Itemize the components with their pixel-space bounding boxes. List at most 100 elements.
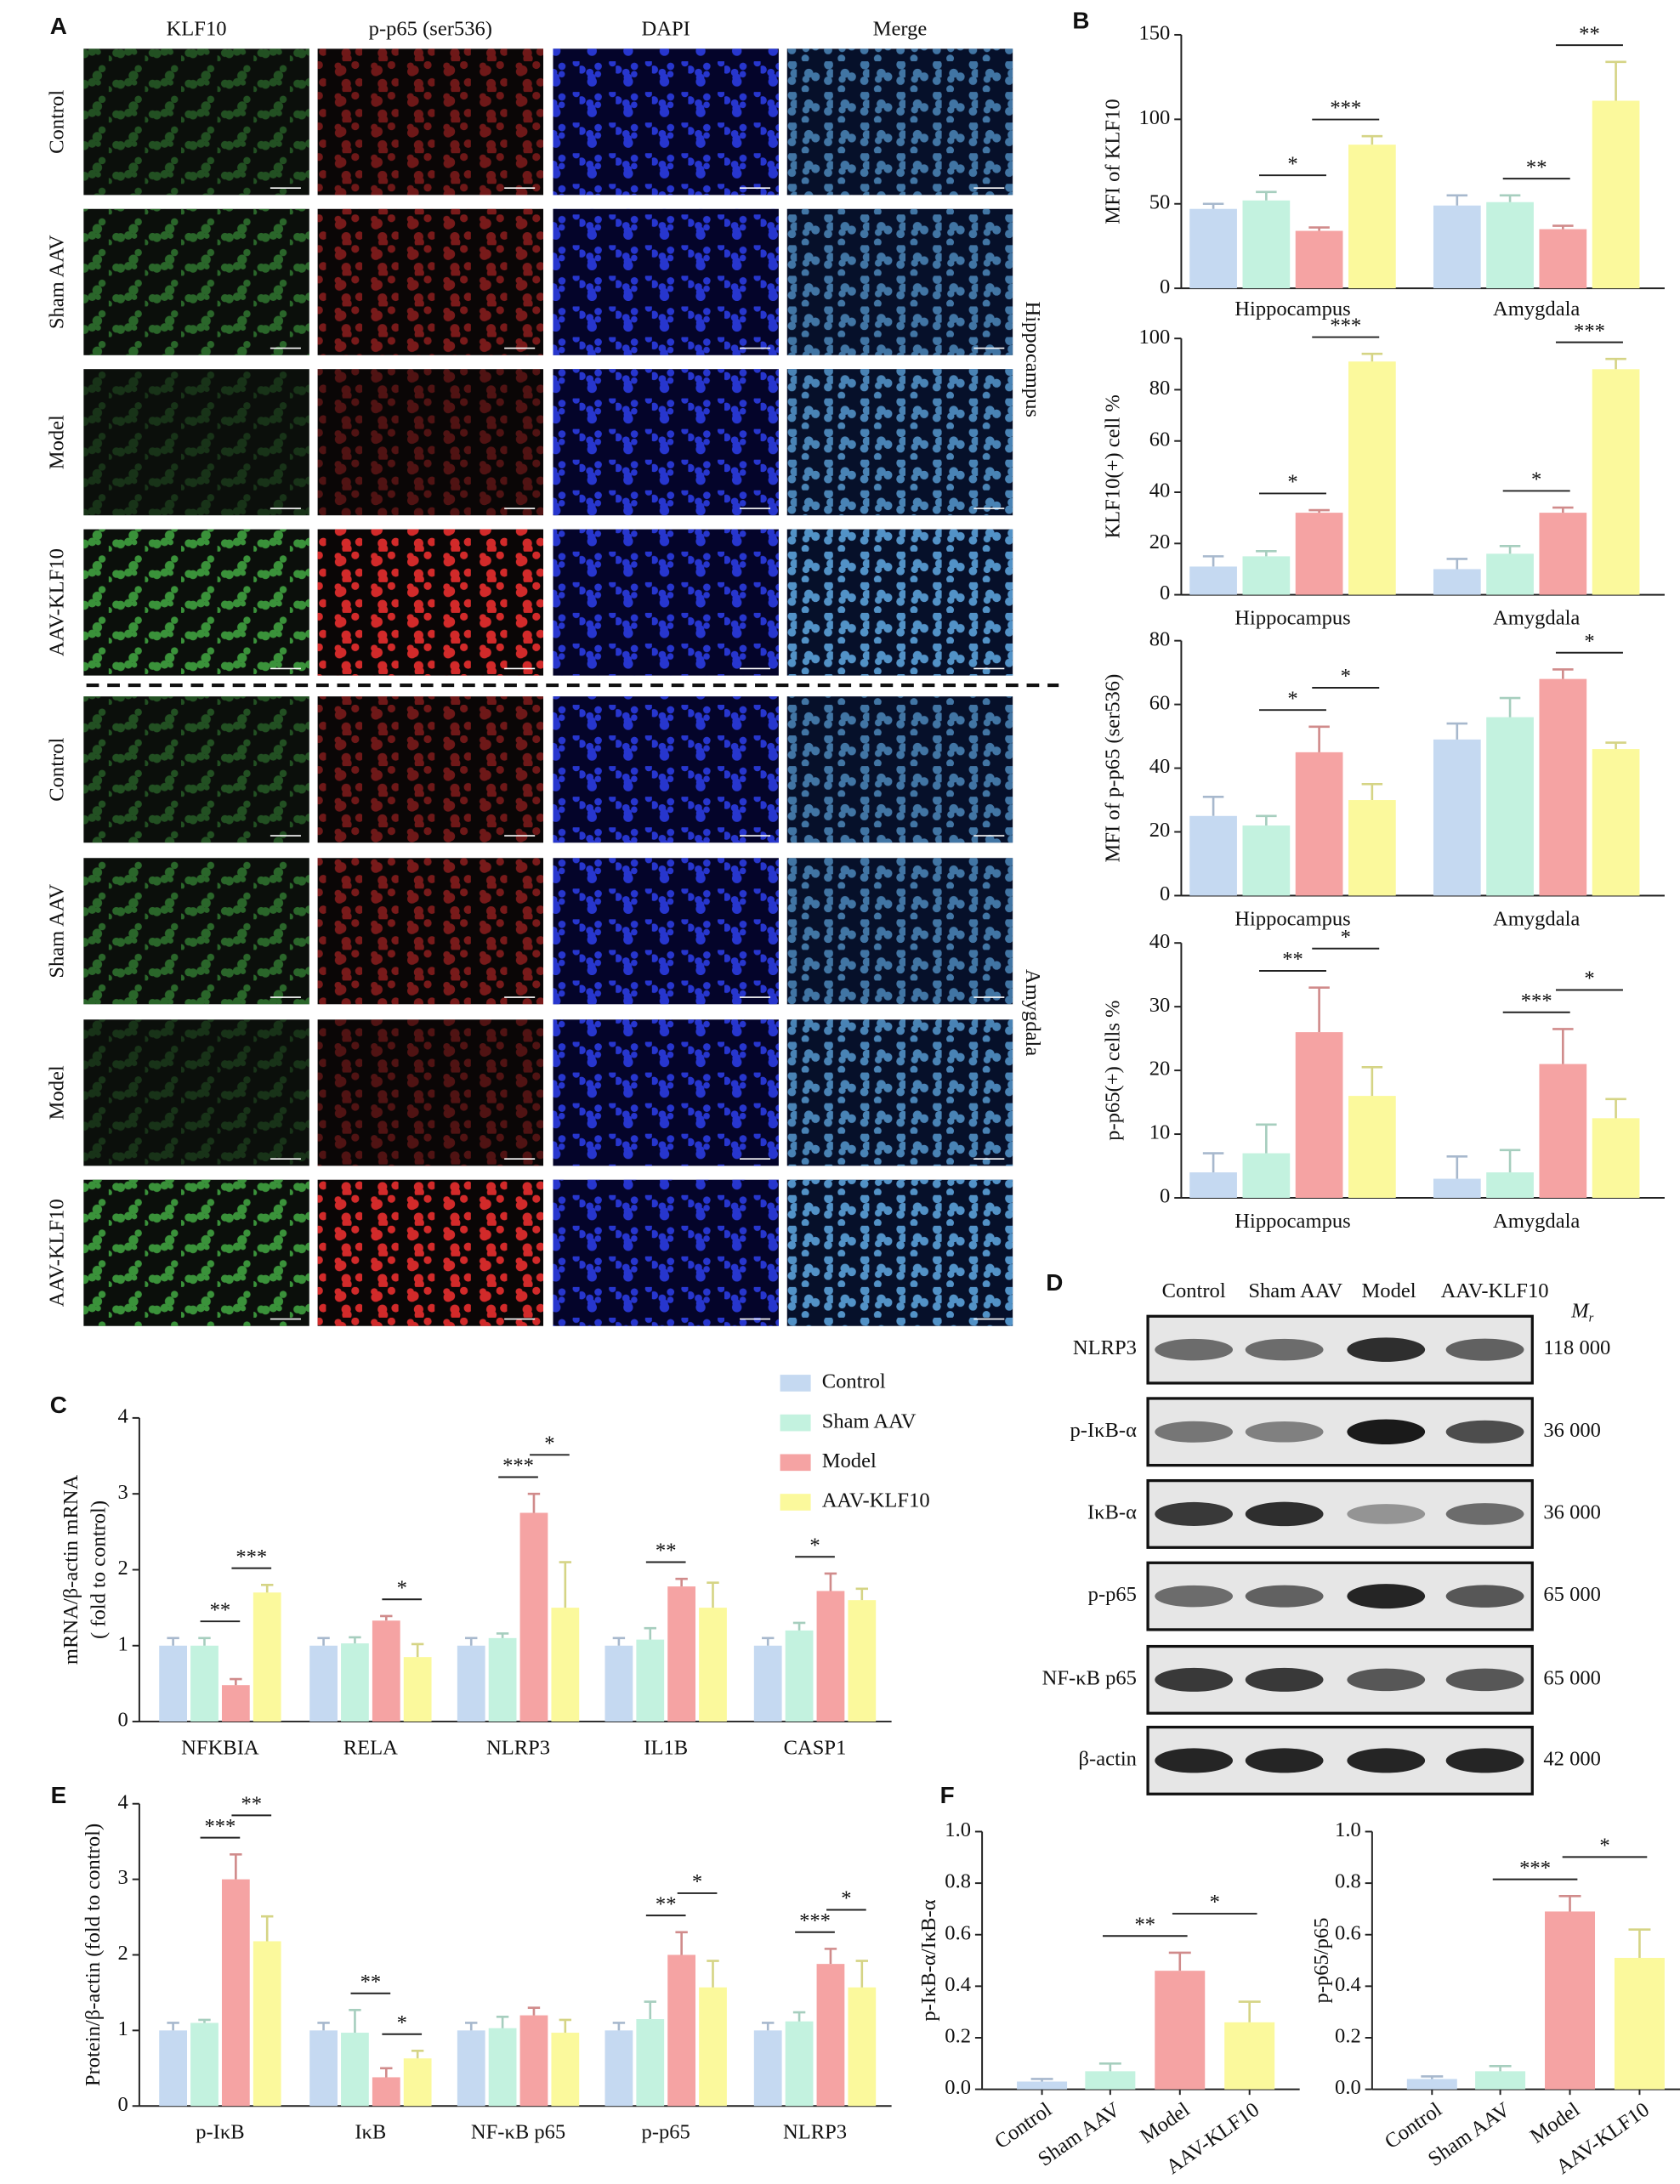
bar [1539, 513, 1587, 595]
row-label: Model [46, 415, 69, 469]
micrograph-cells [553, 529, 779, 676]
y-tick-label: 0.8 [1335, 1870, 1361, 1893]
lane-label: Control [1162, 1279, 1226, 1302]
bar [488, 1637, 517, 1722]
bar [457, 1645, 485, 1722]
error-bar [762, 1637, 775, 1646]
x-tick-label: Model [1136, 2098, 1194, 2148]
y-tick-label: 0 [1160, 882, 1170, 905]
blot-band [1245, 1501, 1324, 1527]
bar [848, 1600, 877, 1722]
error-bar [317, 1637, 330, 1646]
blot-band [1347, 1419, 1426, 1445]
micrograph-cells [786, 529, 1013, 676]
bar [1295, 230, 1343, 289]
y-tick-label: 2 [117, 1557, 128, 1580]
bar [1486, 201, 1534, 289]
bar [1348, 145, 1396, 289]
bar [1348, 1096, 1396, 1199]
error-bar [380, 2067, 393, 2078]
error-bar [1605, 60, 1626, 101]
significance-label: ** [210, 1598, 231, 1621]
mr-value: 65 000 [1543, 1583, 1601, 1606]
bar [1017, 2081, 1068, 2090]
significance-label: *** [1521, 990, 1552, 1013]
significance-label: *** [1519, 1857, 1551, 1880]
micrograph-cells [83, 208, 309, 355]
error-bar [1552, 1028, 1574, 1064]
blot-band [1445, 1585, 1524, 1608]
micrograph-cells [553, 1019, 779, 1166]
x-tick-label: Hippocampus [1234, 1210, 1350, 1233]
y-tick-label: 80 [1149, 377, 1171, 400]
bar [341, 2033, 369, 2107]
bar [1486, 553, 1534, 595]
significance-label: * [1287, 471, 1297, 494]
legend-swatch [780, 1454, 811, 1472]
bar [667, 1954, 696, 2107]
bar [816, 1964, 845, 2107]
x-tick-label: p-p65 [642, 2121, 690, 2144]
blot-band [1245, 1667, 1324, 1692]
micrograph-cells [317, 369, 544, 516]
y-axis-label: p-p65(+) cells % [1101, 1000, 1124, 1140]
y-axis-label: KLF10(+) cell % [1101, 394, 1124, 538]
micrograph-cells [317, 208, 544, 355]
y-tick-label: 0 [117, 2093, 128, 2116]
blot-band [1347, 1584, 1426, 1609]
significance-label: * [809, 1534, 820, 1557]
bar [1592, 100, 1640, 289]
column-header: p-p65 (ser536) [369, 18, 492, 41]
bar [253, 1592, 281, 1722]
x-tick-label: RELA [343, 1736, 398, 1759]
bar [403, 2058, 432, 2107]
micrograph-cells [83, 48, 309, 196]
y-tick-label: 50 [1149, 190, 1171, 213]
bar [221, 1879, 250, 2107]
y-tick-label: 0 [1160, 581, 1170, 604]
micrograph-cells [786, 1179, 1013, 1326]
y-tick-label: 0.6 [1335, 1921, 1361, 1944]
error-bar [167, 2022, 179, 2031]
row-label: AAV-KLF10 [46, 548, 69, 656]
y-axis-label: ( fold to control) [88, 1500, 111, 1639]
error-bar [1308, 986, 1330, 1033]
bar [1295, 1032, 1343, 1199]
panel-letter: E [51, 1782, 67, 1808]
error-bar [1256, 550, 1277, 557]
error-bar [559, 2018, 572, 2034]
x-tick-label: Amygdala [1493, 607, 1580, 630]
error-bar [198, 2018, 211, 2023]
bar [1486, 1172, 1534, 1199]
y-axis-label: p-p65/p65 [1310, 1918, 1333, 2004]
x-tick-label: Hippocampus [1234, 607, 1350, 630]
y-tick-label: 20 [1149, 819, 1171, 842]
significance-label: ** [656, 1540, 677, 1563]
error-bar [1202, 1152, 1224, 1173]
bar [1433, 739, 1481, 896]
error-bar [1361, 1066, 1383, 1097]
error-bar [1552, 506, 1574, 513]
region-label: Amygdala [1021, 969, 1044, 1056]
error-bar [1202, 202, 1224, 209]
blot-band [1155, 1501, 1234, 1526]
error-bar [1558, 1894, 1581, 1912]
bar [1433, 1178, 1481, 1199]
blot-band [1347, 1748, 1426, 1773]
significance-label: * [1584, 967, 1594, 990]
significance-label: *** [1574, 320, 1605, 343]
bar [1592, 369, 1640, 595]
error-bar [1499, 545, 1521, 554]
error-bar [1256, 1123, 1277, 1154]
bar [1189, 1172, 1237, 1199]
mr-value: 65 000 [1543, 1667, 1601, 1690]
bar [1486, 717, 1534, 896]
region-label: Hippocampus [1021, 301, 1044, 417]
y-axis-label: mRNA/β-actin mRNA [60, 1475, 82, 1665]
error-bar [1308, 508, 1330, 513]
micrograph-cells [317, 1179, 544, 1326]
significance-label: * [1287, 687, 1297, 710]
significance-label: * [692, 1870, 702, 1893]
bar [785, 2021, 814, 2107]
error-bar [707, 1960, 719, 1988]
